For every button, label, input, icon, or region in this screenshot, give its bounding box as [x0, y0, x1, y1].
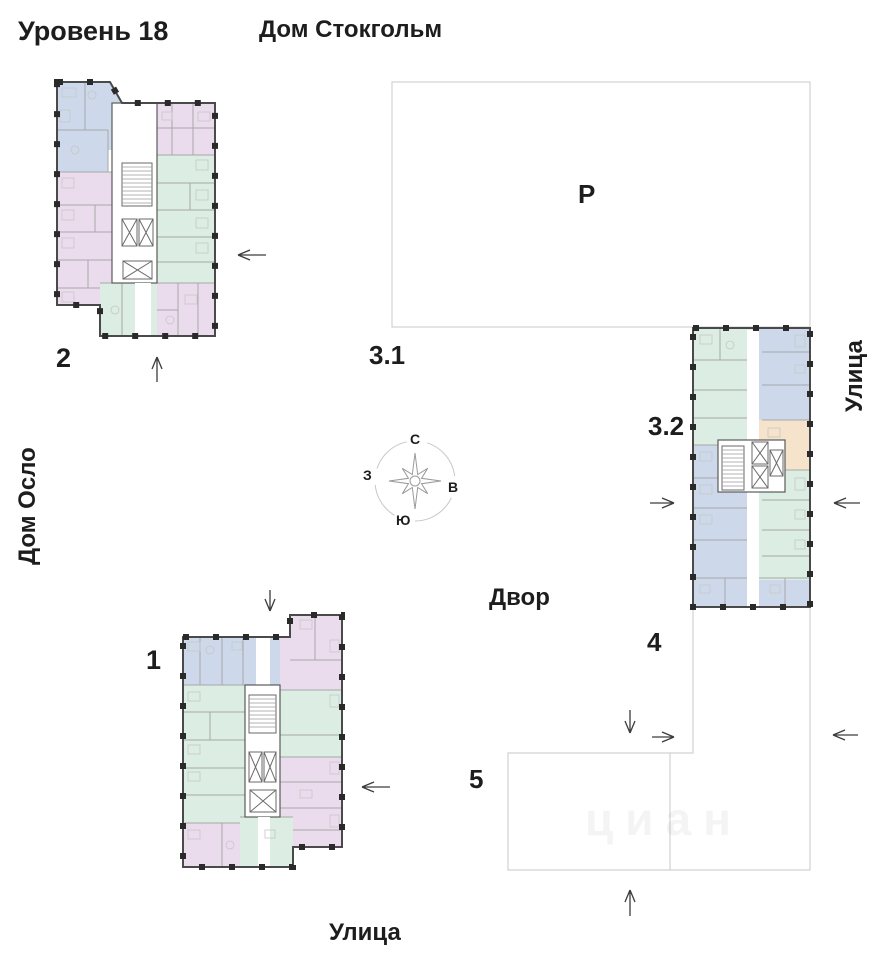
apartment-blue	[752, 328, 810, 420]
section-2-label: 2	[56, 343, 72, 373]
house-oslo-label: Дом Осло	[14, 447, 41, 565]
building-2-plan[interactable]	[54, 79, 218, 339]
elevator-shafts	[121, 218, 154, 280]
elevator-shafts	[751, 441, 784, 489]
building-core	[717, 330, 786, 607]
compass-rose	[358, 428, 464, 532]
parking-label: Р	[578, 179, 596, 209]
apartment-pink	[280, 757, 342, 867]
apartment-pink	[150, 103, 215, 155]
apartment-pink	[280, 615, 342, 690]
apartment-blue	[183, 637, 290, 685]
arrow-left-street	[832, 729, 858, 741]
section-4-5-boundary	[507, 607, 811, 871]
section-32-label: 3.2	[648, 411, 685, 441]
arrow-down-courtyard	[624, 710, 636, 734]
furniture-symbols	[59, 87, 211, 325]
street-bottom-label: Улица	[329, 919, 401, 946]
apartment-green	[280, 690, 342, 757]
site-boundary-lines	[507, 607, 811, 871]
cian-watermark: циан	[585, 793, 743, 845]
section-5-label: 5	[469, 764, 484, 794]
apartment-green	[693, 328, 752, 445]
building-core	[244, 637, 281, 867]
building-32-plan[interactable]	[690, 325, 813, 610]
furniture-symbols	[699, 334, 806, 594]
elevator-shafts	[248, 751, 277, 813]
exterior-wall	[182, 614, 343, 868]
courtyard-label: Двор	[489, 584, 550, 611]
page-title: Уровень 18	[18, 16, 169, 46]
street-right-label: Улица	[841, 340, 868, 412]
compass-east-label: В	[448, 479, 459, 495]
house-stockholm-label: Дом Стокгольм	[259, 16, 443, 43]
arrow-right-courtyard	[652, 731, 675, 743]
section-4-label: 4	[647, 627, 662, 657]
stairwell	[121, 162, 153, 207]
stairwell	[721, 445, 745, 491]
apartment-green	[157, 155, 215, 283]
exterior-piers	[690, 325, 813, 610]
arrow-left-building-2	[237, 249, 266, 261]
direction-arrows	[151, 249, 860, 916]
section-1-label: 1	[146, 645, 162, 675]
building-1-plan[interactable]	[180, 612, 345, 870]
interior-walls	[183, 615, 342, 867]
exterior-piers	[54, 79, 218, 339]
apartment-pink	[183, 823, 240, 867]
arrow-up-building-2	[151, 356, 163, 382]
section-31-label: 3.1	[369, 340, 406, 370]
arrow-up-street	[624, 889, 636, 916]
arrow-right-building-32	[650, 497, 675, 509]
parking-area-outline	[391, 81, 811, 328]
compass-north-label: С	[410, 431, 421, 447]
compass-south-label: Ю	[396, 512, 411, 528]
arrow-left-building-32	[833, 497, 860, 509]
arrow-down-building-1	[264, 590, 276, 612]
arrow-left-building-1	[361, 781, 390, 793]
compass-west-label: З	[363, 467, 372, 483]
building-core	[111, 102, 158, 336]
